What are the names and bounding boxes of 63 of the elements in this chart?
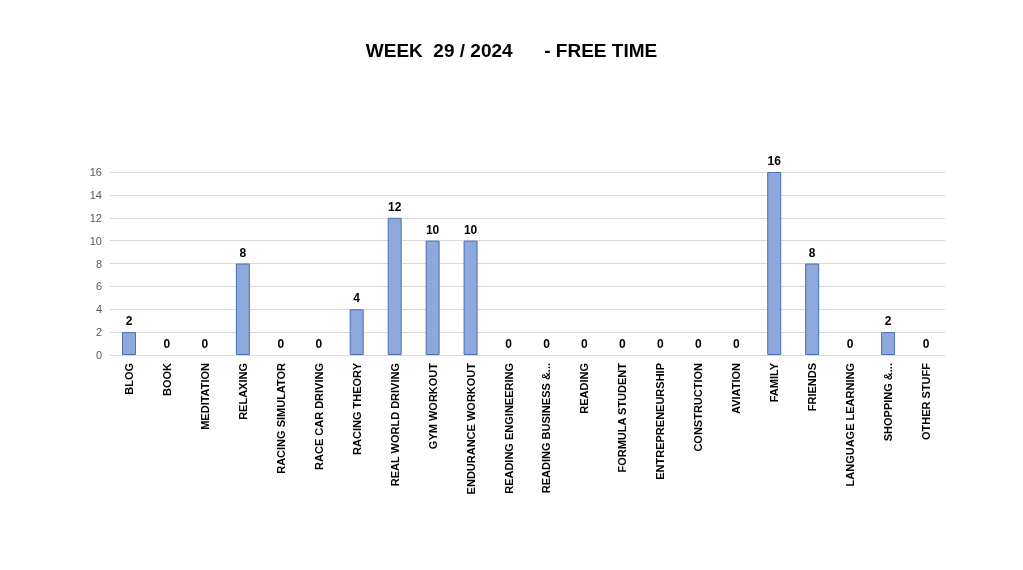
y-tick-label: 6 <box>95 280 102 293</box>
data-label: 0 <box>163 337 171 351</box>
y-tick-label: 10 <box>89 234 102 247</box>
x-tick-label: SHOPPING &... <box>882 363 895 442</box>
data-label: 16 <box>767 154 782 168</box>
x-tick-label: BOOK <box>160 362 173 396</box>
data-label: 2 <box>125 314 133 329</box>
x-tick-label: FORMULA STUDENT <box>616 362 629 473</box>
y-tick-label: 0 <box>95 349 102 361</box>
x-tick-label: FAMILY <box>768 362 781 403</box>
bar <box>425 240 440 355</box>
bar <box>235 263 250 355</box>
data-label: 12 <box>387 199 402 214</box>
bar <box>805 263 820 355</box>
x-tick-label: MEDITATION <box>198 362 211 430</box>
x-tick-label: REAL WORLD DRIVING <box>388 363 401 487</box>
data-label: 0 <box>846 337 854 351</box>
x-tick-label: READING <box>578 363 591 414</box>
data-label: 0 <box>732 337 740 351</box>
data-label: 10 <box>425 222 440 237</box>
x-tick-label: ENTREPRENEURSHIP <box>654 363 667 480</box>
data-label: 0 <box>657 337 664 351</box>
data-label: 8 <box>239 245 247 260</box>
chart-title: WEEK 29 / 2024 - FREE TIME <box>365 40 658 61</box>
bar <box>387 217 402 355</box>
data-label: 0 <box>201 337 209 351</box>
x-tick-label: CONSTRUCTION <box>692 362 705 452</box>
y-tick-label: 8 <box>95 257 102 270</box>
x-tick-label: AVIATION <box>730 362 743 414</box>
data-label: 2 <box>884 314 892 329</box>
bar <box>463 240 478 355</box>
x-tick-label: BLOG <box>122 363 135 395</box>
x-tick-label: RACING THEORY <box>350 362 363 455</box>
data-label: 10 <box>463 222 478 237</box>
data-label: 8 <box>808 245 816 260</box>
data-label: 0 <box>922 337 930 351</box>
x-tick-label: OTHER STUFF <box>920 362 933 440</box>
data-label: 0 <box>543 337 551 351</box>
x-tick-label: LANGUAGE LEARNING <box>844 363 857 487</box>
x-tick-label: GYM WORKOUT <box>426 362 439 450</box>
x-tick-label: RACE CAR DRIVING <box>312 363 325 470</box>
data-label: 0 <box>315 337 323 351</box>
x-tick-label: RELAXING <box>236 363 249 420</box>
y-tick-label: 12 <box>89 211 102 224</box>
data-label: 0 <box>277 337 285 351</box>
bar <box>121 332 136 355</box>
data-label: 0 <box>505 337 513 351</box>
x-tick-label: READING ENGINEERING <box>502 363 515 494</box>
data-label: 0 <box>619 337 627 351</box>
data-label: 0 <box>694 337 702 351</box>
y-tick-label: 16 <box>89 166 102 178</box>
data-label: 4 <box>353 291 361 306</box>
data-label: 0 <box>581 337 589 351</box>
bar <box>349 309 364 355</box>
x-tick-label: READING BUSINESS &... <box>540 363 553 494</box>
x-tick-label: ENDURANCE WORKOUT <box>464 362 477 495</box>
bar <box>767 172 782 355</box>
y-tick-label: 2 <box>95 326 102 339</box>
y-tick-label: 4 <box>95 303 102 316</box>
x-tick-label: RACING SIMULATOR <box>274 362 287 474</box>
y-tick-label: 14 <box>89 188 102 201</box>
x-tick-label: FRIENDS <box>806 363 819 412</box>
bar <box>881 332 896 355</box>
